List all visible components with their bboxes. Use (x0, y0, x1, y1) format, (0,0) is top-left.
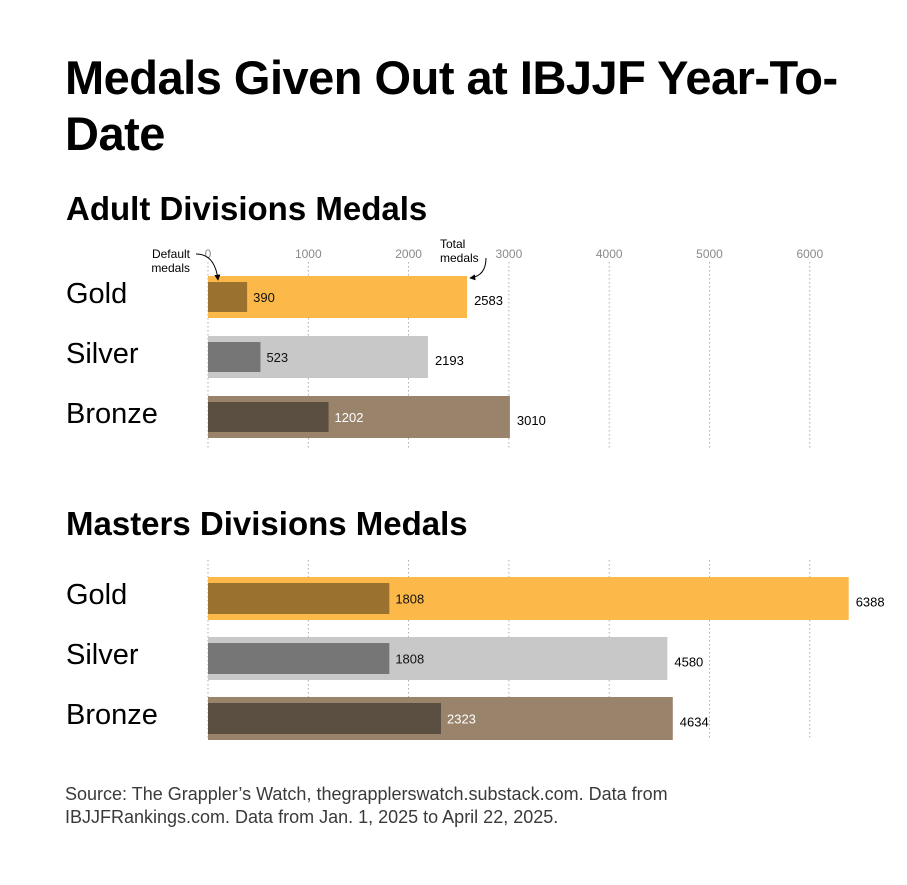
chart-title: Medals Given Out at IBJJF Year-To-Date (65, 51, 838, 160)
source-note: Source: The Grappler’s Watch, thegrapple… (65, 784, 668, 827)
bars (208, 276, 849, 740)
total-medals-arrow (469, 257, 487, 281)
masters-divisions-medals-silver-default-bar (208, 643, 390, 674)
masters-divisions-medals-silver-default-value: 1808 (395, 652, 424, 667)
masters-divisions-medals-bronze-total-value: 4634 (680, 715, 709, 730)
adult-divisions-medals-gold-default-bar (208, 282, 248, 312)
labels: Adult Divisions Medals 0 1000 2000 3000 4000 5… (66, 190, 885, 731)
adult-divisions-medals-gold-default-value: 390 (253, 290, 275, 305)
x-tick-label-0: 0 (205, 247, 212, 261)
default-medals-annotation: Default medals (151, 247, 190, 275)
masters-divisions-medals-gold-default-value: 1808 (395, 592, 424, 607)
adult-divisions-medals-silver-total-value: 2193 (435, 353, 464, 368)
masters-divisions-medals-silver-total-value: 4580 (674, 655, 703, 670)
x-tick-label-6000: 6000 (796, 247, 823, 261)
x-tick-label-4000: 4000 (596, 247, 623, 261)
adult-divisions-medals-gold-total-value: 2583 (474, 293, 503, 308)
adult-divisions-medals-silver-category-label: Silver (66, 338, 139, 370)
adult-divisions-medals-bronze-default-value: 1202 (335, 410, 364, 425)
adult-divisions-medals-bronze-total-value: 3010 (517, 413, 546, 428)
adult-divisions-medals-bronze-category-label: Bronze (66, 398, 158, 430)
masters-divisions-medals-bronze-default-bar (208, 703, 441, 734)
x-tick-label-5000: 5000 (696, 247, 723, 261)
adult-divisions-medals-bronze-default-bar (208, 402, 329, 432)
masters-divisions-medals-silver-category-label: Silver (66, 639, 139, 671)
adult-divisions-medals-title: Adult Divisions Medals (66, 190, 427, 227)
masters-divisions-medals-bronze-category-label: Bronze (66, 699, 158, 731)
default-medals-arrow (195, 253, 221, 281)
masters-divisions-medals-gold-total-value: 6388 (856, 595, 885, 610)
masters-divisions-medals-gold-category-label: Gold (66, 579, 127, 611)
masters-divisions-medals-gold-default-bar (208, 583, 390, 614)
total-medals-annotation: Total medals (440, 237, 479, 265)
adult-divisions-medals-gold-category-label: Gold (66, 278, 127, 310)
adult-divisions-medals-gold-total-bar (208, 276, 468, 318)
x-tick-label-2000: 2000 (395, 247, 422, 261)
masters-divisions-medals-bronze-default-value: 2323 (447, 712, 476, 727)
x-tick-label-3000: 3000 (496, 247, 523, 261)
masters-divisions-medals-title: Masters Divisions Medals (66, 505, 468, 542)
x-tick-label-1000: 1000 (295, 247, 322, 261)
adult-divisions-medals-silver-default-value: 523 (266, 350, 288, 365)
adult-divisions-medals-silver-default-bar (208, 342, 261, 372)
